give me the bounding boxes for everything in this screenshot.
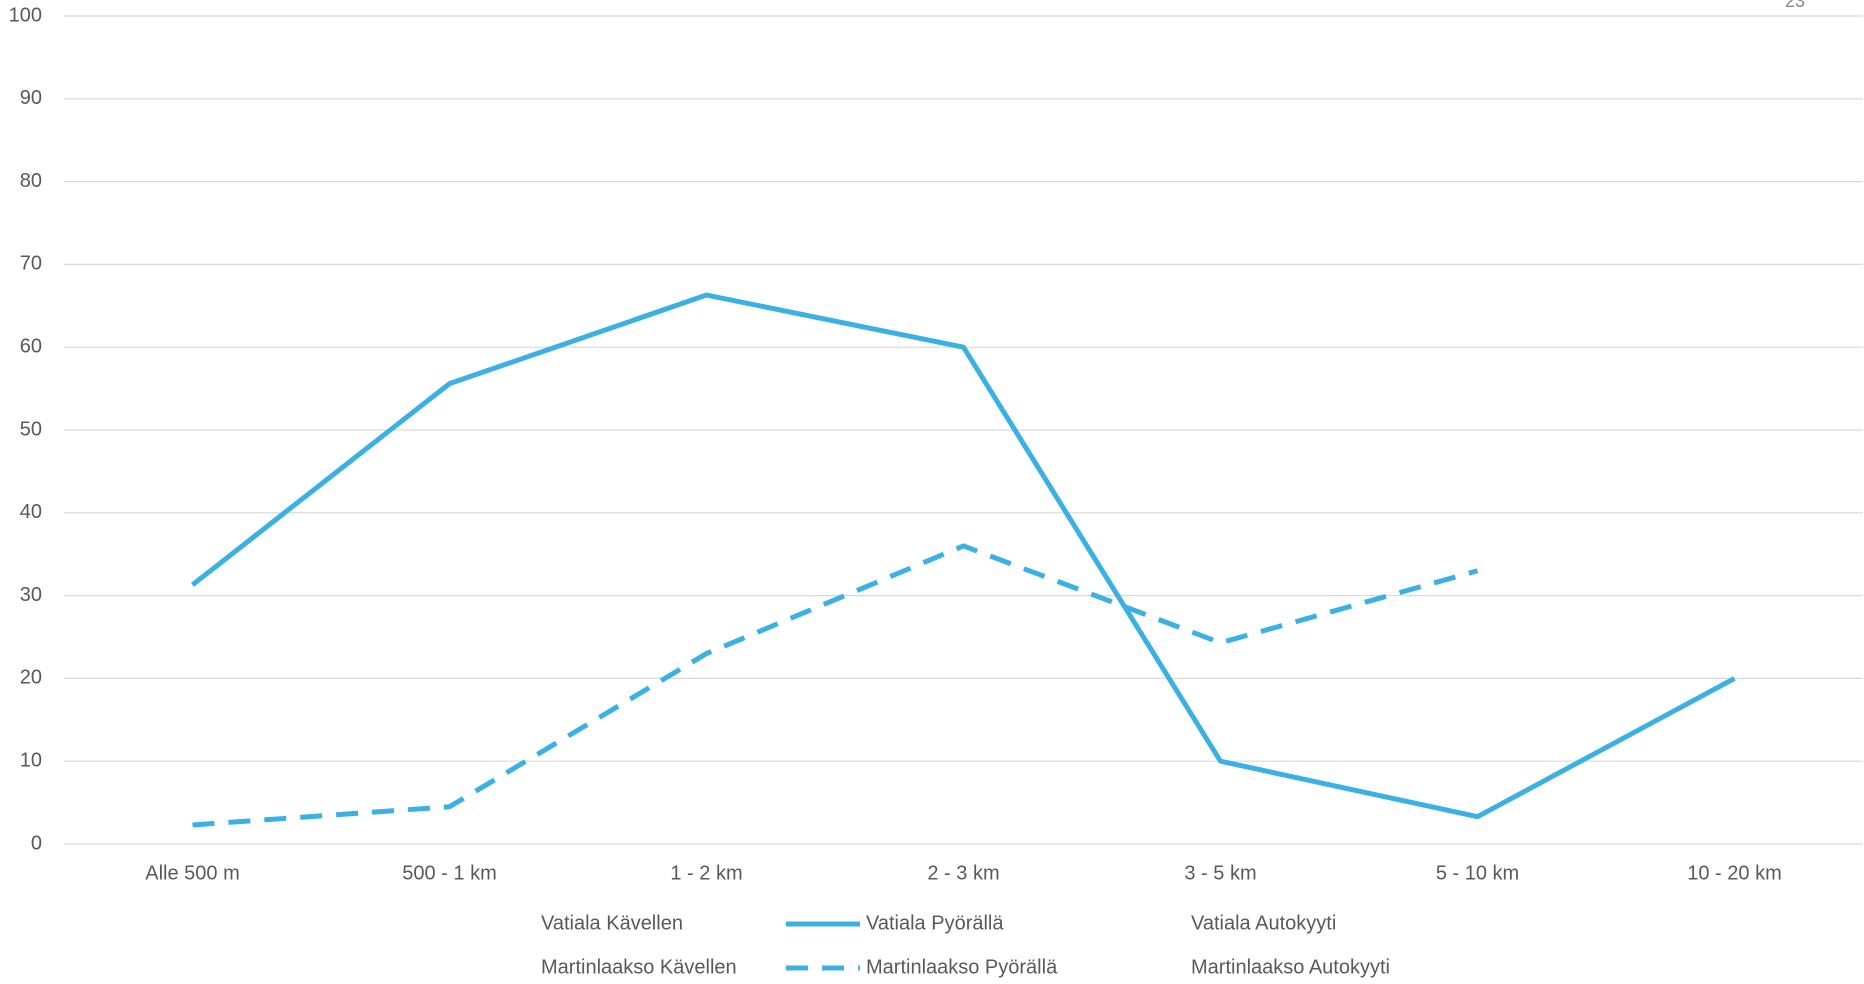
x-tick-label: 5 - 10 km (1436, 862, 1519, 884)
y-tick-label: 0 (31, 832, 42, 854)
x-tick-label: 10 - 20 km (1687, 862, 1781, 884)
legend-label: Martinlaakso Kävellen (541, 956, 737, 978)
y-tick-label: 50 (20, 418, 42, 440)
y-tick-label: 30 (20, 584, 42, 606)
y-tick-label: 10 (20, 749, 42, 771)
y-tick-label: 20 (20, 667, 42, 689)
y-tick-label: 60 (20, 335, 42, 357)
y-tick-label: 40 (20, 501, 42, 523)
legend-label: Vatiala Autokyyti (1191, 912, 1336, 934)
legend-label: Vatiala Kävellen (541, 912, 683, 934)
y-tick-label: 100 (9, 4, 42, 26)
legend-label: Martinlaakso Autokyyti (1191, 956, 1390, 978)
x-tick-label: 1 - 2 km (670, 862, 742, 884)
legend-label: Martinlaakso Pyörällä (866, 956, 1058, 978)
legend-label: Vatiala Pyörällä (866, 912, 1004, 934)
x-tick-label: Alle 500 m (145, 862, 240, 884)
x-tick-label: 2 - 3 km (927, 862, 999, 884)
y-tick-label: 90 (20, 87, 42, 109)
y-tick-label: 80 (20, 170, 42, 192)
x-tick-label: 500 - 1 km (402, 862, 496, 884)
x-tick-label: 3 - 5 km (1184, 862, 1256, 884)
y-tick-label: 70 (20, 253, 42, 275)
page-number: 23 (1785, 0, 1805, 11)
series-line (190, 292, 1736, 820)
series-line (192, 543, 1479, 828)
